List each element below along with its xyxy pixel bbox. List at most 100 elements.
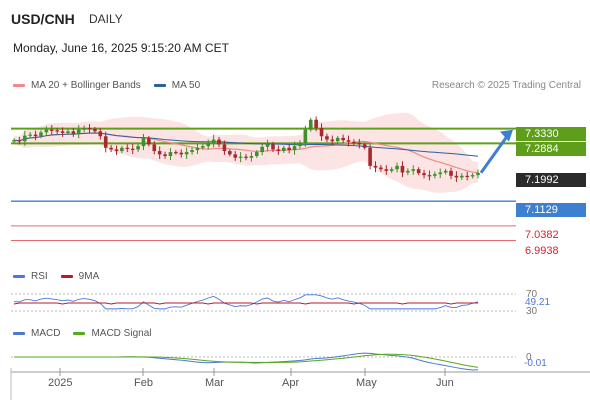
candle-body [228,151,232,155]
candle-body [49,129,54,131]
candle-body [433,174,437,176]
candle-body [136,146,140,150]
candle-body [265,144,270,147]
macd-panel [11,352,516,371]
macd-signal-swatch [73,332,86,335]
candle-body [400,165,405,173]
candle-body [168,152,173,157]
candle-body [201,146,205,148]
candle-body [206,142,211,147]
rsi-ma-legend-label: 9MA [78,271,100,282]
candle-body [298,142,302,147]
candle-body [395,165,399,170]
candle-body [465,175,470,177]
candle-body [17,140,22,142]
ma50-swatch [153,84,166,87]
candle-body [71,131,76,134]
rsi-line [13,294,479,310]
candle-body [211,139,216,143]
candle-body [254,152,259,157]
candle-body [130,148,135,150]
candle-body [120,147,124,152]
candle-body [152,144,157,152]
candle-body [12,140,16,142]
rsi-swatch [13,275,25,278]
candle-body [22,135,27,142]
candle-body [82,128,86,130]
level-lines [11,127,516,241]
candle-body [244,156,248,158]
candle-body [233,154,238,158]
bollinger-band [14,112,478,194]
bollinger-fill [14,112,478,194]
candle-body [335,137,340,142]
candle-body [308,119,313,130]
candle-body [76,129,81,134]
candle-body [174,152,178,154]
candle-body [389,169,394,171]
candle-body [44,129,49,133]
main-legend: MA 20 + Bollinger Bands MA 50 [13,80,200,91]
x-axis [10,368,590,400]
candle-body [276,149,281,152]
month-may: May [356,377,377,389]
ma50-line [13,132,479,157]
rsi-ma-swatch [60,275,73,278]
candle-body [141,137,146,147]
candle-body [416,169,421,174]
ma20-legend-label: MA 20 + Bollinger Bands [31,80,141,91]
candle-body [33,134,38,137]
candle-body [222,144,227,152]
candle-body [406,170,410,173]
macd-signal-legend-label: MACD Signal [91,328,152,339]
candle-body [314,119,318,129]
candle-body [147,137,151,145]
macd-line [14,352,479,371]
candle-body [449,170,453,176]
candle-body [476,172,480,176]
candle-body [281,147,286,152]
research-credit: Research © 2025 Trading Central [431,80,581,91]
candle-body [319,128,324,137]
level-s3: 6.9938 [525,245,559,257]
candle-body [438,172,443,175]
candle-body [443,170,448,173]
candle-body [103,136,108,148]
candle-body [163,154,167,157]
rsi-panel [11,293,516,312]
arrow-head [500,129,513,142]
datetime-label: Monday, June 16, 2025 9:15:20 AM CET [13,41,229,55]
candle-body [325,136,329,140]
candle-body [454,175,459,178]
candle-body [157,151,162,155]
rsi-legend: RSI 9MA [13,271,99,282]
candle-body [217,139,221,145]
candle-body [271,144,275,150]
candle-body [190,150,194,153]
arrow-shaft [479,132,511,174]
candle-body [346,140,351,142]
candle-body [39,132,43,137]
candle-body [422,173,426,176]
candle-body [411,169,416,171]
candle-body [238,156,243,158]
candle-body [352,141,356,144]
level-last-price: 7.1992 [516,173,586,187]
candle-body [87,128,92,130]
level-r2: 7.2884 [516,142,586,156]
rsi-value: 49.21 [525,297,551,308]
candle-body [98,131,103,137]
rsi-tick-70: 70 [526,289,538,300]
candle-body [357,142,362,145]
candle-body [184,152,189,155]
month-apr: Apr [282,377,300,389]
month-jun: Jun [436,377,454,389]
candle-body [460,175,464,178]
rsi-legend-label: RSI [31,271,48,282]
period-label: DAILY [89,12,123,26]
macd-legend: MACD MACD Signal [13,328,151,339]
candle-body [287,147,291,151]
candle-body [427,175,432,177]
level-s1: 7.1129 [516,203,586,217]
